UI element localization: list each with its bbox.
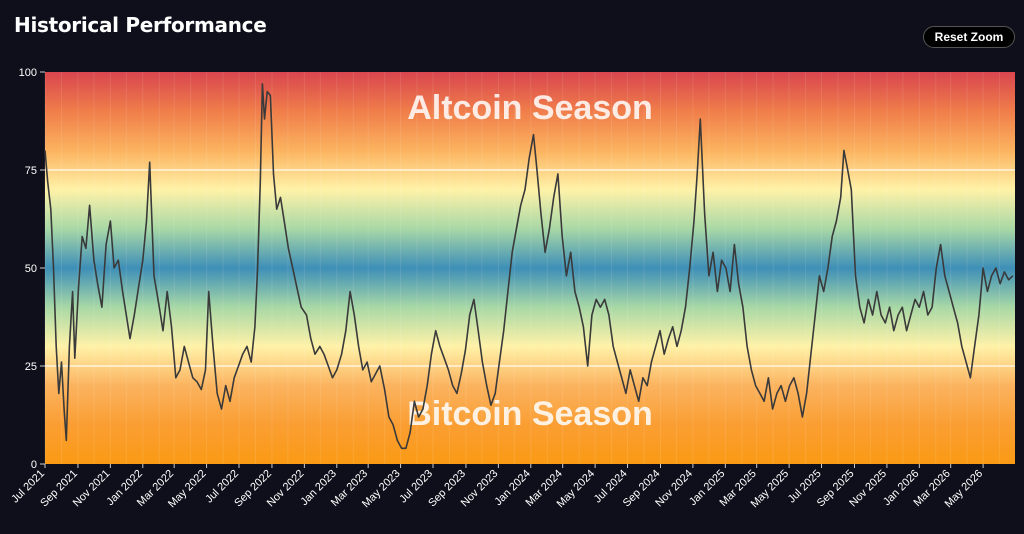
y-tick-label: 50	[25, 263, 37, 275]
y-axis: 0 25 50 75 100	[19, 67, 45, 471]
reset-zoom-button[interactable]: Reset Zoom	[923, 26, 1015, 48]
y-tick-label: 0	[31, 459, 37, 471]
page-title: Historical Performance	[14, 13, 267, 37]
altcoin-season-label: Altcoin Season	[407, 89, 653, 127]
chart-background-gradient	[45, 72, 1015, 464]
y-tick-label: 100	[19, 67, 37, 79]
y-tick-label: 25	[25, 361, 37, 373]
horizontal-grid	[45, 169, 1015, 367]
y-tick-label: 75	[25, 165, 37, 177]
altcoin-index-line	[44, 83, 1014, 450]
bitcoin-season-label: Bitcoin Season	[407, 395, 653, 433]
